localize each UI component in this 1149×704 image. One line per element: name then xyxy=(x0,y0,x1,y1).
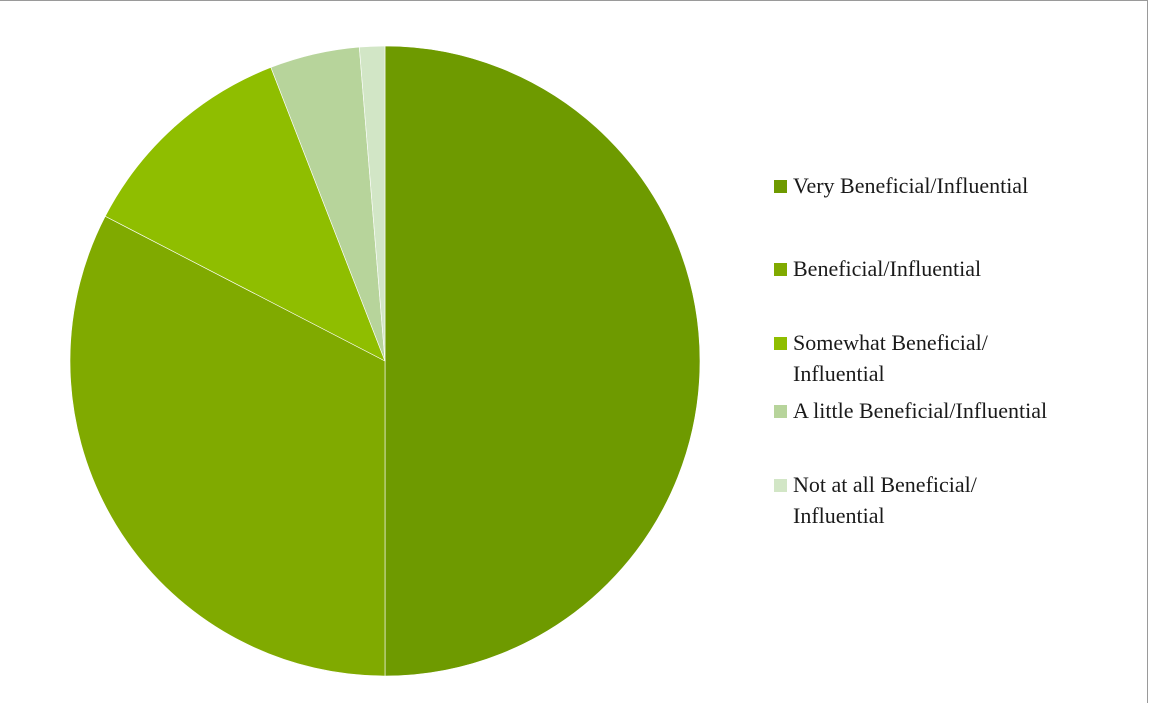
legend-item-a-little-beneficial: A little Beneficial/Influential xyxy=(772,395,1142,426)
legend-swatch xyxy=(774,180,787,193)
legend-item-beneficial: Beneficial/Influential xyxy=(772,253,1142,284)
legend-label-continued: Influential xyxy=(793,503,885,528)
pie-slice-2 xyxy=(104,67,386,362)
legend-item-not-at-all-beneficial: Not at all Beneficial/ Influential xyxy=(772,469,1142,531)
legend-swatch xyxy=(774,263,787,276)
pie-slices xyxy=(69,45,701,677)
legend-swatch xyxy=(774,337,787,350)
legend-label: Not at all Beneficial/ xyxy=(793,472,977,497)
legend-label: Beneficial/Influential xyxy=(793,256,982,281)
pie-slice-4 xyxy=(358,45,386,362)
legend-swatch xyxy=(774,479,787,492)
legend-label-continued: Influential xyxy=(793,361,885,386)
legend-item-very-beneficial: Very Beneficial/Influential xyxy=(772,170,1142,201)
pie-slice-1 xyxy=(69,215,386,677)
legend-item-somewhat-beneficial: Somewhat Beneficial/ Influential xyxy=(772,327,1142,389)
legend-label: Very Beneficial/Influential xyxy=(793,173,1029,198)
pie-chart xyxy=(69,45,701,677)
legend-swatch xyxy=(774,405,787,418)
legend: Very Beneficial/Influential Beneficial/I… xyxy=(772,170,1142,531)
pie-slice-0 xyxy=(384,45,701,677)
legend-label: A little Beneficial/Influential xyxy=(793,398,1048,423)
legend-label: Somewhat Beneficial/ xyxy=(793,330,988,355)
